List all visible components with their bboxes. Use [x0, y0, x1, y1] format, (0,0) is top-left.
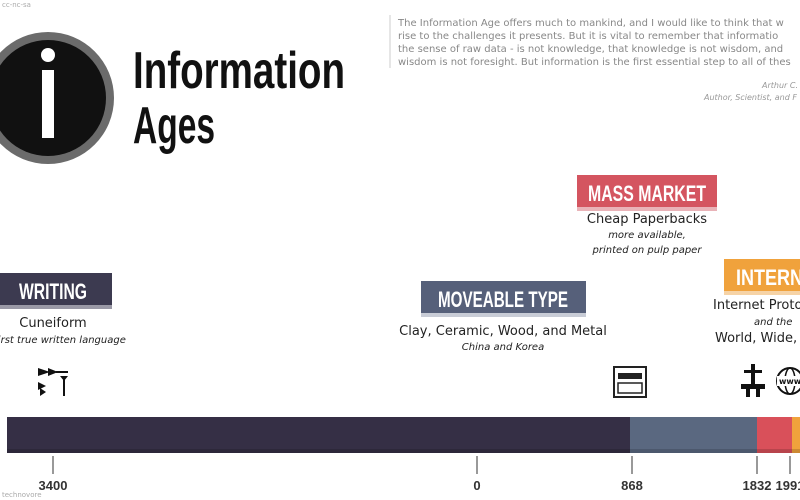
era-label: INTERNET — [736, 265, 800, 290]
quote-author: Arthur C. — [761, 81, 798, 90]
logo-i-stem — [42, 70, 54, 138]
era-note: first true written language — [0, 335, 126, 346]
era-label: MOVEABLE TYPE — [438, 287, 568, 312]
era-label-box — [724, 259, 800, 295]
era-note: China and Korea — [462, 342, 544, 353]
timeline-ticks: 3400 0 868 1832 1991 — [39, 456, 800, 493]
era-label-shadow — [0, 305, 112, 309]
timeline-shadow — [7, 449, 800, 453]
globe-icon: www — [776, 367, 800, 395]
era-label-box — [0, 273, 112, 309]
tick-label: 1991 — [776, 478, 800, 493]
quote-line: The Information Age offers much to manki… — [397, 18, 784, 29]
press-machine-icon — [741, 364, 765, 397]
watermark-brand: technovore — [2, 491, 42, 499]
tick-label: 868 — [621, 478, 643, 493]
era-label-shadow — [724, 291, 800, 295]
watermark-license: cc-nc-sa — [2, 1, 31, 9]
press-icon — [613, 366, 647, 398]
timeline-segment — [792, 417, 800, 453]
timeline-segment — [630, 417, 757, 453]
era-subtitle: Cheap Paperbacks — [587, 212, 707, 227]
era-note: printed on pulp paper — [592, 245, 703, 256]
tick-label: 1832 — [743, 478, 772, 493]
era-label-box — [421, 281, 586, 317]
era-note: more available, — [608, 230, 686, 241]
era-label-shadow — [577, 207, 717, 211]
cuneiform-icon — [38, 368, 68, 396]
era-label-box — [577, 175, 717, 211]
tick-label: 3400 — [39, 478, 68, 493]
era-note: and the — [754, 317, 792, 328]
quote-line: rise to the challenges it presents. But … — [398, 31, 778, 42]
era-subtitle: Internet Protocol — [713, 298, 800, 313]
quote-role: Author, Scientist, and F — [703, 93, 797, 102]
timeline-segment — [757, 417, 792, 453]
title-line: Information — [133, 42, 345, 100]
quote-line: the sense of raw data - is not knowledge… — [398, 44, 783, 55]
era-label-shadow — [421, 313, 586, 317]
quote-line: wisdom is not foresight. But information… — [398, 57, 791, 68]
timeline-segment — [7, 417, 630, 453]
svg-text:www: www — [779, 377, 800, 386]
era-subtitle: Cuneiform — [19, 316, 86, 331]
era-label: WRITING — [19, 279, 87, 304]
era-label: MASS MARKET — [588, 181, 706, 206]
tick-label: 0 — [473, 478, 480, 493]
title-line: Ages — [133, 97, 215, 155]
logo-i-dot — [41, 48, 55, 62]
era-note: World, Wide, Web — [715, 331, 800, 346]
era-subtitle: Clay, Ceramic, Wood, and Metal — [399, 324, 607, 339]
